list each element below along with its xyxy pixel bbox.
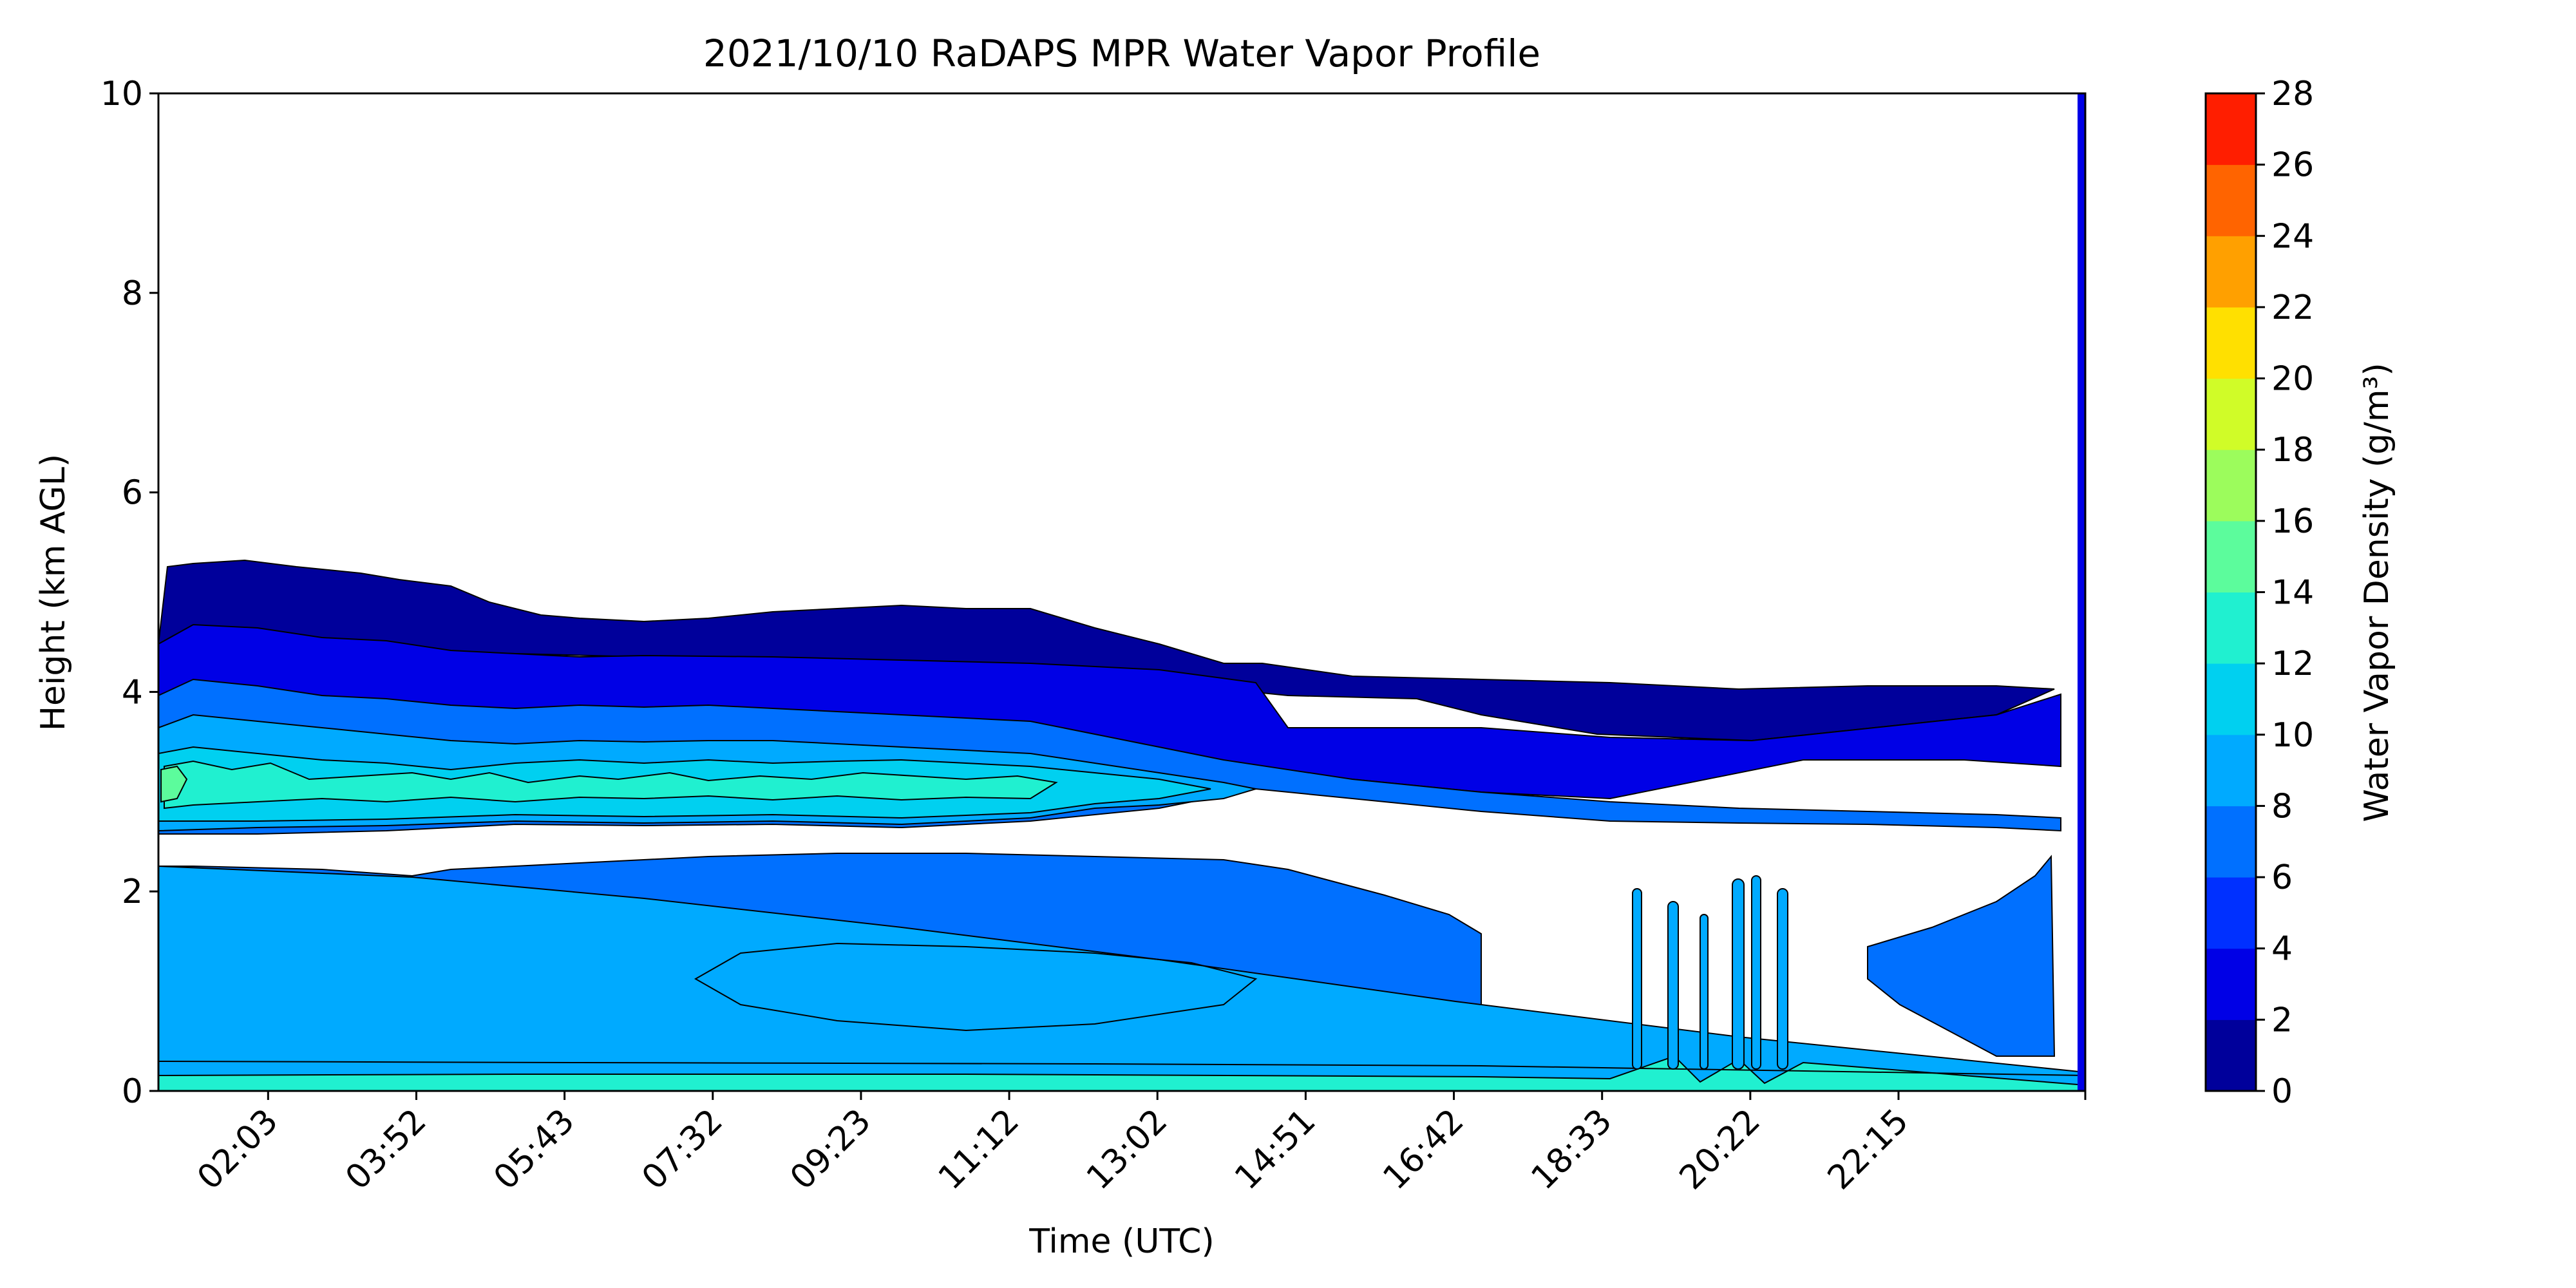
x-tick-label: 18:33 bbox=[1524, 1102, 1619, 1197]
x-tick-label: 16:42 bbox=[1376, 1102, 1471, 1197]
colorbar-tick-label: 10 bbox=[2271, 716, 2314, 755]
x-axis-label: Time (UTC) bbox=[1028, 1222, 1214, 1261]
y-tick-label: 8 bbox=[122, 274, 143, 313]
convective-plumes bbox=[1632, 875, 1788, 1070]
plot-frame bbox=[157, 92, 2087, 1092]
surface-band-10-12 bbox=[158, 1055, 2085, 1091]
colorbar-segment bbox=[2206, 93, 2256, 166]
y-tick-label: 2 bbox=[122, 873, 143, 911]
colorbar-tick-label: 28 bbox=[2271, 75, 2314, 113]
colorbar-segment bbox=[2206, 948, 2256, 1020]
colorbar-segment bbox=[2206, 592, 2256, 664]
colorbar-tick-label: 0 bbox=[2271, 1072, 2293, 1111]
colorbar-segment bbox=[2206, 1019, 2256, 1092]
lower-layer-band-8-10-east bbox=[1867, 855, 2056, 1057]
colorbar-segment bbox=[2206, 236, 2256, 308]
colorbar-tick-label: 2 bbox=[2271, 1001, 2293, 1039]
peak-density-band bbox=[164, 760, 1058, 810]
chart-title: 2021/10/10 RaDAPS MPR Water Vapor Profil… bbox=[703, 32, 1540, 75]
colorbar-tick-label: 18 bbox=[2271, 431, 2314, 469]
colorbar-tick-label: 4 bbox=[2271, 930, 2293, 969]
y-tick-label: 10 bbox=[100, 75, 143, 113]
colorbar-segment bbox=[2206, 307, 2256, 379]
x-tick-label: 14:51 bbox=[1227, 1102, 1323, 1197]
colorbar-frame bbox=[2204, 92, 2257, 1092]
colorbar-tick-label: 6 bbox=[2271, 858, 2293, 897]
plot-area bbox=[158, 93, 2085, 1091]
surface-contour-line bbox=[158, 1061, 2085, 1076]
colorbar-tick-label: 8 bbox=[2271, 787, 2293, 826]
colorbar-segment bbox=[2206, 164, 2256, 236]
colorbar-label: Water Vapor Density (g/m³) bbox=[2358, 363, 2396, 822]
colorbar-tick-label: 14 bbox=[2271, 574, 2314, 612]
y-tick-label: 0 bbox=[122, 1072, 143, 1111]
colorbar-tick-label: 20 bbox=[2271, 360, 2314, 399]
colorbar-tick-label: 16 bbox=[2271, 502, 2314, 541]
colorbar-tick-label: 12 bbox=[2271, 645, 2314, 683]
x-axis: 02:03 03:52 05:43 07:32 09:23 11:12 13:02 14:51… bbox=[190, 1091, 2087, 1197]
colorbar-segment bbox=[2206, 877, 2256, 949]
colorbar-tick-label: 26 bbox=[2271, 146, 2314, 185]
x-tick-label: 20:22 bbox=[1672, 1102, 1768, 1197]
colorbar-segment bbox=[2206, 806, 2256, 878]
right-edge-column bbox=[2078, 93, 2085, 1091]
colorbar-segment bbox=[2206, 450, 2256, 522]
x-tick-label: 07:32 bbox=[635, 1102, 730, 1197]
y-axis: 0 2 4 6 8 10 bbox=[100, 75, 158, 1111]
x-tick-label: 13:02 bbox=[1079, 1102, 1175, 1197]
colorbar-segment bbox=[2206, 663, 2256, 735]
y-axis-label: Height (km AGL) bbox=[34, 454, 73, 731]
y-tick-label: 6 bbox=[122, 474, 143, 513]
colorbar-tick-label: 24 bbox=[2271, 217, 2314, 256]
colorbar-tick-label: 22 bbox=[2271, 289, 2314, 327]
colorbar-segment bbox=[2206, 734, 2256, 806]
colorbar-segment bbox=[2206, 520, 2256, 592]
upper-layer-band-0-2 bbox=[158, 559, 2055, 742]
x-tick-label: 05:43 bbox=[486, 1102, 582, 1197]
y-tick-label: 4 bbox=[122, 673, 143, 712]
x-tick-label: 03:52 bbox=[338, 1102, 433, 1197]
colorbar-segment bbox=[2206, 378, 2256, 450]
x-tick-label: 02:03 bbox=[190, 1102, 285, 1197]
x-tick-label: 11:12 bbox=[931, 1102, 1027, 1197]
x-tick-label: 09:23 bbox=[783, 1102, 878, 1197]
lower-layer-closed-contour bbox=[694, 942, 1258, 1032]
x-tick-label: 22:15 bbox=[1821, 1102, 1916, 1197]
peak-density-core bbox=[160, 765, 188, 803]
